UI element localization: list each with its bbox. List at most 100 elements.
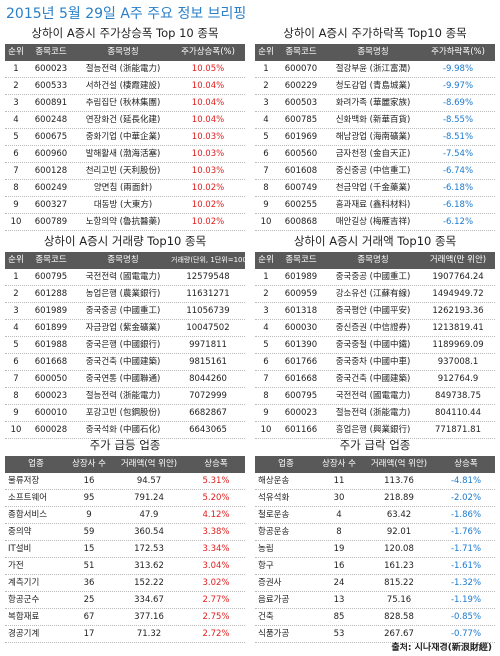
header-row: 순위 종목코드 종목명칭 주가상승폭(%) bbox=[5, 44, 245, 61]
cell: 중국은행 (中國銀行) bbox=[85, 340, 161, 350]
table-row: 철로운송 4 63.42 -1.86% bbox=[255, 507, 495, 524]
cell: 5 bbox=[263, 340, 269, 350]
cell: 금자천정 (金自天正) bbox=[335, 149, 411, 159]
cell: 6 bbox=[13, 149, 19, 159]
cell: 10.05% bbox=[191, 64, 225, 74]
table-row: 1 600795 국전전력 (國電電力) 12579548 bbox=[5, 269, 245, 286]
table-row: 3 600891 추림집단 (秋林集團) 10.04% bbox=[5, 95, 245, 112]
cell: 3.02% bbox=[202, 578, 230, 588]
cell: 67 bbox=[83, 612, 95, 622]
column-header: 순위 bbox=[258, 255, 274, 265]
cell: 3 bbox=[13, 306, 19, 316]
cell: 600255 bbox=[284, 200, 318, 210]
cell: 113.76 bbox=[384, 476, 414, 486]
cell: 증권사 bbox=[258, 578, 282, 588]
cell: 161.23 bbox=[384, 561, 414, 571]
cell: 600030 bbox=[284, 323, 318, 333]
cell: 7 bbox=[263, 374, 269, 384]
table: 주가 급락 업종 업종 상장사 수 거래액(억 위안) 상승폭 해상운송 11 113.76 -… bbox=[255, 434, 495, 643]
cell: 중의약 bbox=[8, 527, 32, 537]
column-header: 상장사 수 bbox=[322, 459, 356, 469]
cell: 4 bbox=[13, 323, 19, 333]
cell: 9 bbox=[86, 510, 92, 520]
cell: 10.02% bbox=[191, 217, 225, 227]
cell: 10 bbox=[10, 425, 22, 435]
cell: 600789 bbox=[34, 217, 68, 227]
cell: 600070 bbox=[284, 64, 318, 74]
cell: 청도감업 (青島城業) bbox=[335, 81, 411, 91]
table-row: 6 601668 중국건축 (中國建築) 9815161 bbox=[5, 354, 245, 371]
cell: 10.03% bbox=[191, 166, 225, 176]
header-row: 순위 종목코드 종목명칭 주가하락폭(%) bbox=[255, 44, 495, 61]
cell: 4.12% bbox=[202, 510, 230, 520]
table: 상하이 A증시 주가상승폭 Top 10 종목 순위 종목코드 종목명칭 주가상승폭(%… bbox=[5, 22, 245, 231]
cell: 절강부윤 (浙江富潤) bbox=[335, 64, 411, 74]
column-header: 거래액(억 위안) bbox=[370, 459, 428, 469]
table-title: 주가 급락 업종 bbox=[339, 438, 411, 452]
cell: 53 bbox=[333, 629, 345, 639]
table-row: 4 600785 신화백화 (新華百貨) -8.55% bbox=[255, 112, 495, 129]
cell: 절능전력 (浙能電力) bbox=[85, 391, 161, 401]
column-header: 거래액(만 위안) bbox=[429, 255, 487, 265]
cell: 중화기업 (中華企業) bbox=[85, 132, 161, 142]
cell: 10 bbox=[260, 425, 272, 435]
cell: 발해활새 (渤海活塞) bbox=[85, 149, 161, 159]
cell: 중국연통 (中國聯通) bbox=[85, 374, 161, 384]
cell: 15 bbox=[83, 544, 95, 554]
cell: 4 bbox=[13, 115, 19, 125]
cell: 8 bbox=[263, 391, 269, 401]
column-header: 업종 bbox=[28, 459, 44, 469]
table-row: 9 600255 흠과재료 (鑫科材料) -6.18% bbox=[255, 197, 495, 214]
cell: 6643065 bbox=[189, 425, 227, 435]
header-row: 순위 종목코드 종목명칭 거래액(만 위안) bbox=[255, 252, 495, 269]
cell: 10.02% bbox=[191, 183, 225, 193]
cell: 11 bbox=[333, 476, 345, 486]
cell: 12579548 bbox=[186, 272, 230, 282]
column-header: 거래액(억 위안) bbox=[120, 459, 178, 469]
cell: 1 bbox=[13, 272, 19, 282]
cell: 600795 bbox=[34, 272, 68, 282]
cell: 석유석화 bbox=[258, 493, 290, 503]
table-row: 2 600533 서하건설 (棲霞建設) 10.04% bbox=[5, 78, 245, 95]
column-header: 종목명칭 bbox=[107, 255, 139, 265]
cell: 2 bbox=[263, 289, 269, 299]
cell: 360.54 bbox=[134, 527, 164, 537]
cell: 4 bbox=[263, 323, 269, 333]
cell: 172.53 bbox=[134, 544, 164, 554]
cell: 물류저장 bbox=[8, 476, 40, 486]
cell: 3.04% bbox=[202, 561, 230, 571]
cell: -0.77% bbox=[450, 629, 482, 639]
table-row: 6 600560 금자천정 (金自天正) -7.54% bbox=[255, 146, 495, 163]
cell: 철로운송 bbox=[258, 510, 290, 520]
cell: IT설비 bbox=[8, 544, 32, 554]
cell: 해남광업 (海南礦業) bbox=[335, 132, 411, 142]
cell: 10.04% bbox=[191, 115, 225, 125]
cell: 2 bbox=[13, 81, 19, 91]
cell: 9815161 bbox=[189, 357, 227, 367]
cell: 항공군수 bbox=[8, 595, 40, 605]
column-header: 종목코드 bbox=[285, 255, 317, 265]
cell: 9 bbox=[263, 200, 269, 210]
cell: 600023 bbox=[34, 391, 68, 401]
cell: 흠과재료 (鑫科材料) bbox=[335, 200, 411, 210]
table-row: 1 601989 중국중공 (中國重工) 1907764.24 bbox=[255, 269, 495, 286]
cell: 85 bbox=[333, 612, 345, 622]
cell: 추림집단 (秋林集團) bbox=[85, 98, 161, 108]
cell: 600128 bbox=[34, 166, 68, 176]
cell: 791.24 bbox=[134, 493, 164, 503]
cell: 771871.81 bbox=[435, 425, 481, 435]
cell: 30 bbox=[333, 493, 345, 503]
cell: 2.75% bbox=[202, 612, 230, 622]
cell: 601989 bbox=[34, 306, 68, 316]
cell: -8.69% bbox=[442, 98, 474, 108]
cell: 중국중공 (中國重工) bbox=[335, 272, 411, 282]
cell: 절능전력 (浙能電力) bbox=[335, 408, 411, 418]
table: 상하이 A증시 거래액 Top10 종목 순위 종목코드 종목명칭 거래액(만 위안) 1… bbox=[255, 230, 495, 439]
cell: 중신증권 (中信證券) bbox=[335, 323, 411, 333]
cell: 농업은행 (農業銀行) bbox=[85, 289, 161, 299]
header-row: 업종 상장사 수 거래액(억 위안) 상승폭 bbox=[5, 456, 245, 473]
cell: 5 bbox=[263, 132, 269, 142]
table-row: 종합서비스 9 47.9 4.12% bbox=[5, 507, 245, 524]
cell: 복합재료 bbox=[8, 612, 40, 622]
